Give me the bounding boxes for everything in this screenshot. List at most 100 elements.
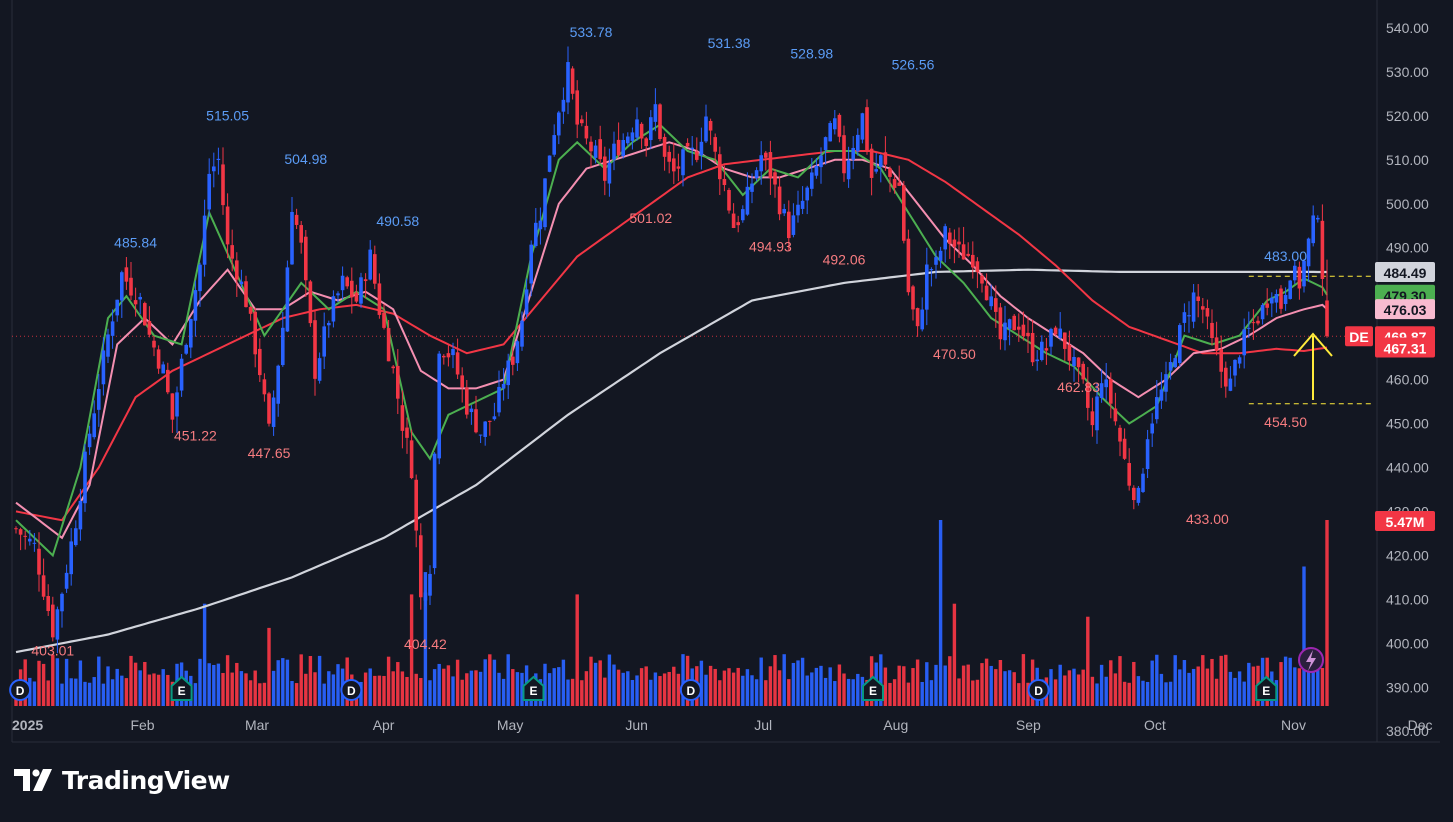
- candle-body: [524, 289, 529, 315]
- price-tag-label: 467.31: [1384, 340, 1427, 356]
- candle-body: [1118, 427, 1122, 442]
- candle-body: [842, 135, 846, 174]
- volume-bar: [777, 670, 782, 706]
- candle-body: [253, 311, 257, 355]
- candle-body: [520, 320, 524, 347]
- candle-body: [124, 267, 129, 282]
- candle-body: [212, 166, 216, 172]
- candle-body: [1072, 356, 1076, 366]
- volume-bar: [1279, 662, 1283, 706]
- volume-bar: [961, 665, 966, 706]
- candle-body: [244, 281, 248, 308]
- volume-bar: [741, 675, 745, 706]
- candle-body: [198, 264, 202, 292]
- volume-bar: [511, 669, 515, 706]
- volume-bar: [460, 679, 464, 706]
- volume-bar: [883, 667, 888, 706]
- month-label: Aug: [883, 717, 908, 733]
- low-price-label: 404.42: [404, 636, 447, 652]
- candle-body: [60, 593, 64, 612]
- candle-body: [276, 365, 280, 404]
- candle-body: [906, 238, 911, 293]
- volume-bar: [69, 678, 73, 706]
- candle-body: [561, 99, 566, 112]
- volume-bar: [1076, 674, 1081, 706]
- candle-body: [497, 386, 501, 413]
- volume-bar: [1210, 658, 1214, 706]
- low-price-label: 462.83: [1057, 379, 1100, 395]
- volume-bar: [938, 520, 943, 706]
- volume-bar: [897, 665, 901, 706]
- volume-bar: [258, 683, 262, 706]
- candle-body: [676, 166, 681, 169]
- candle-body: [782, 209, 786, 214]
- candle-body: [713, 137, 717, 152]
- volume-bar: [667, 671, 671, 706]
- candle-body: [566, 62, 570, 103]
- volume-bar: [478, 671, 483, 706]
- volume-bar: [570, 678, 575, 706]
- candle-body: [658, 104, 662, 139]
- candle-body: [575, 90, 579, 125]
- volume-bar: [1242, 681, 1246, 706]
- volume-bar: [405, 676, 409, 706]
- candle-body: [78, 500, 83, 530]
- candle-body: [423, 592, 428, 601]
- candle-body: [400, 405, 405, 431]
- candle-body: [957, 241, 961, 245]
- event-marker-letter: E: [178, 684, 186, 698]
- volume-bar: [1201, 655, 1205, 706]
- candle-body: [1017, 326, 1021, 330]
- volume-bar: [998, 659, 1003, 706]
- volume-bar: [1164, 682, 1168, 706]
- candle-body: [1040, 341, 1044, 360]
- volume-bar: [465, 673, 469, 706]
- volume-bar: [235, 662, 239, 706]
- month-label: Dec: [1408, 717, 1433, 733]
- volume-bar: [419, 677, 423, 706]
- ma-long-line: [15, 268, 1327, 654]
- volume-bar: [202, 603, 207, 706]
- volume-bar: [598, 660, 602, 706]
- candle-body: [920, 309, 924, 330]
- price-tag-label: 476.03: [1384, 302, 1427, 318]
- volume-bar: [621, 672, 625, 706]
- volume-bar: [888, 682, 892, 706]
- volume-bar: [920, 681, 924, 706]
- candle-body: [396, 365, 400, 399]
- volume-bar: [837, 664, 842, 706]
- volume-bar: [1150, 660, 1154, 706]
- tradingview-logo[interactable]: TradingView: [14, 762, 230, 798]
- candle-body: [952, 239, 957, 247]
- volume-bar: [1127, 682, 1131, 706]
- candle-body: [1145, 439, 1150, 469]
- volume-bar: [1214, 678, 1219, 706]
- candle-body: [55, 609, 60, 640]
- arrow-head-icon: [1293, 332, 1333, 357]
- volume-bar: [373, 675, 377, 706]
- event-marker-letter: D: [686, 684, 695, 698]
- volume-bar: [902, 666, 906, 706]
- candle-body: [584, 125, 589, 139]
- candle-body: [630, 132, 635, 141]
- volume-bar: [501, 678, 506, 706]
- high-price-label: 490.58: [376, 213, 419, 229]
- volume-bar: [1145, 681, 1150, 706]
- candle-body: [626, 136, 630, 144]
- volume-bar: [966, 664, 970, 706]
- candle-body: [819, 155, 823, 168]
- candle-body: [336, 293, 340, 296]
- candle-body: [1168, 362, 1173, 371]
- volume-bar: [262, 682, 267, 706]
- candle-body: [1086, 382, 1090, 408]
- candle-body: [690, 147, 694, 150]
- high-price-label: 515.05: [206, 107, 249, 123]
- volume-bar: [925, 662, 929, 706]
- volume-bar: [971, 680, 975, 706]
- candle-body: [1012, 315, 1016, 331]
- volume-bar: [386, 656, 391, 706]
- candle-body: [294, 214, 299, 225]
